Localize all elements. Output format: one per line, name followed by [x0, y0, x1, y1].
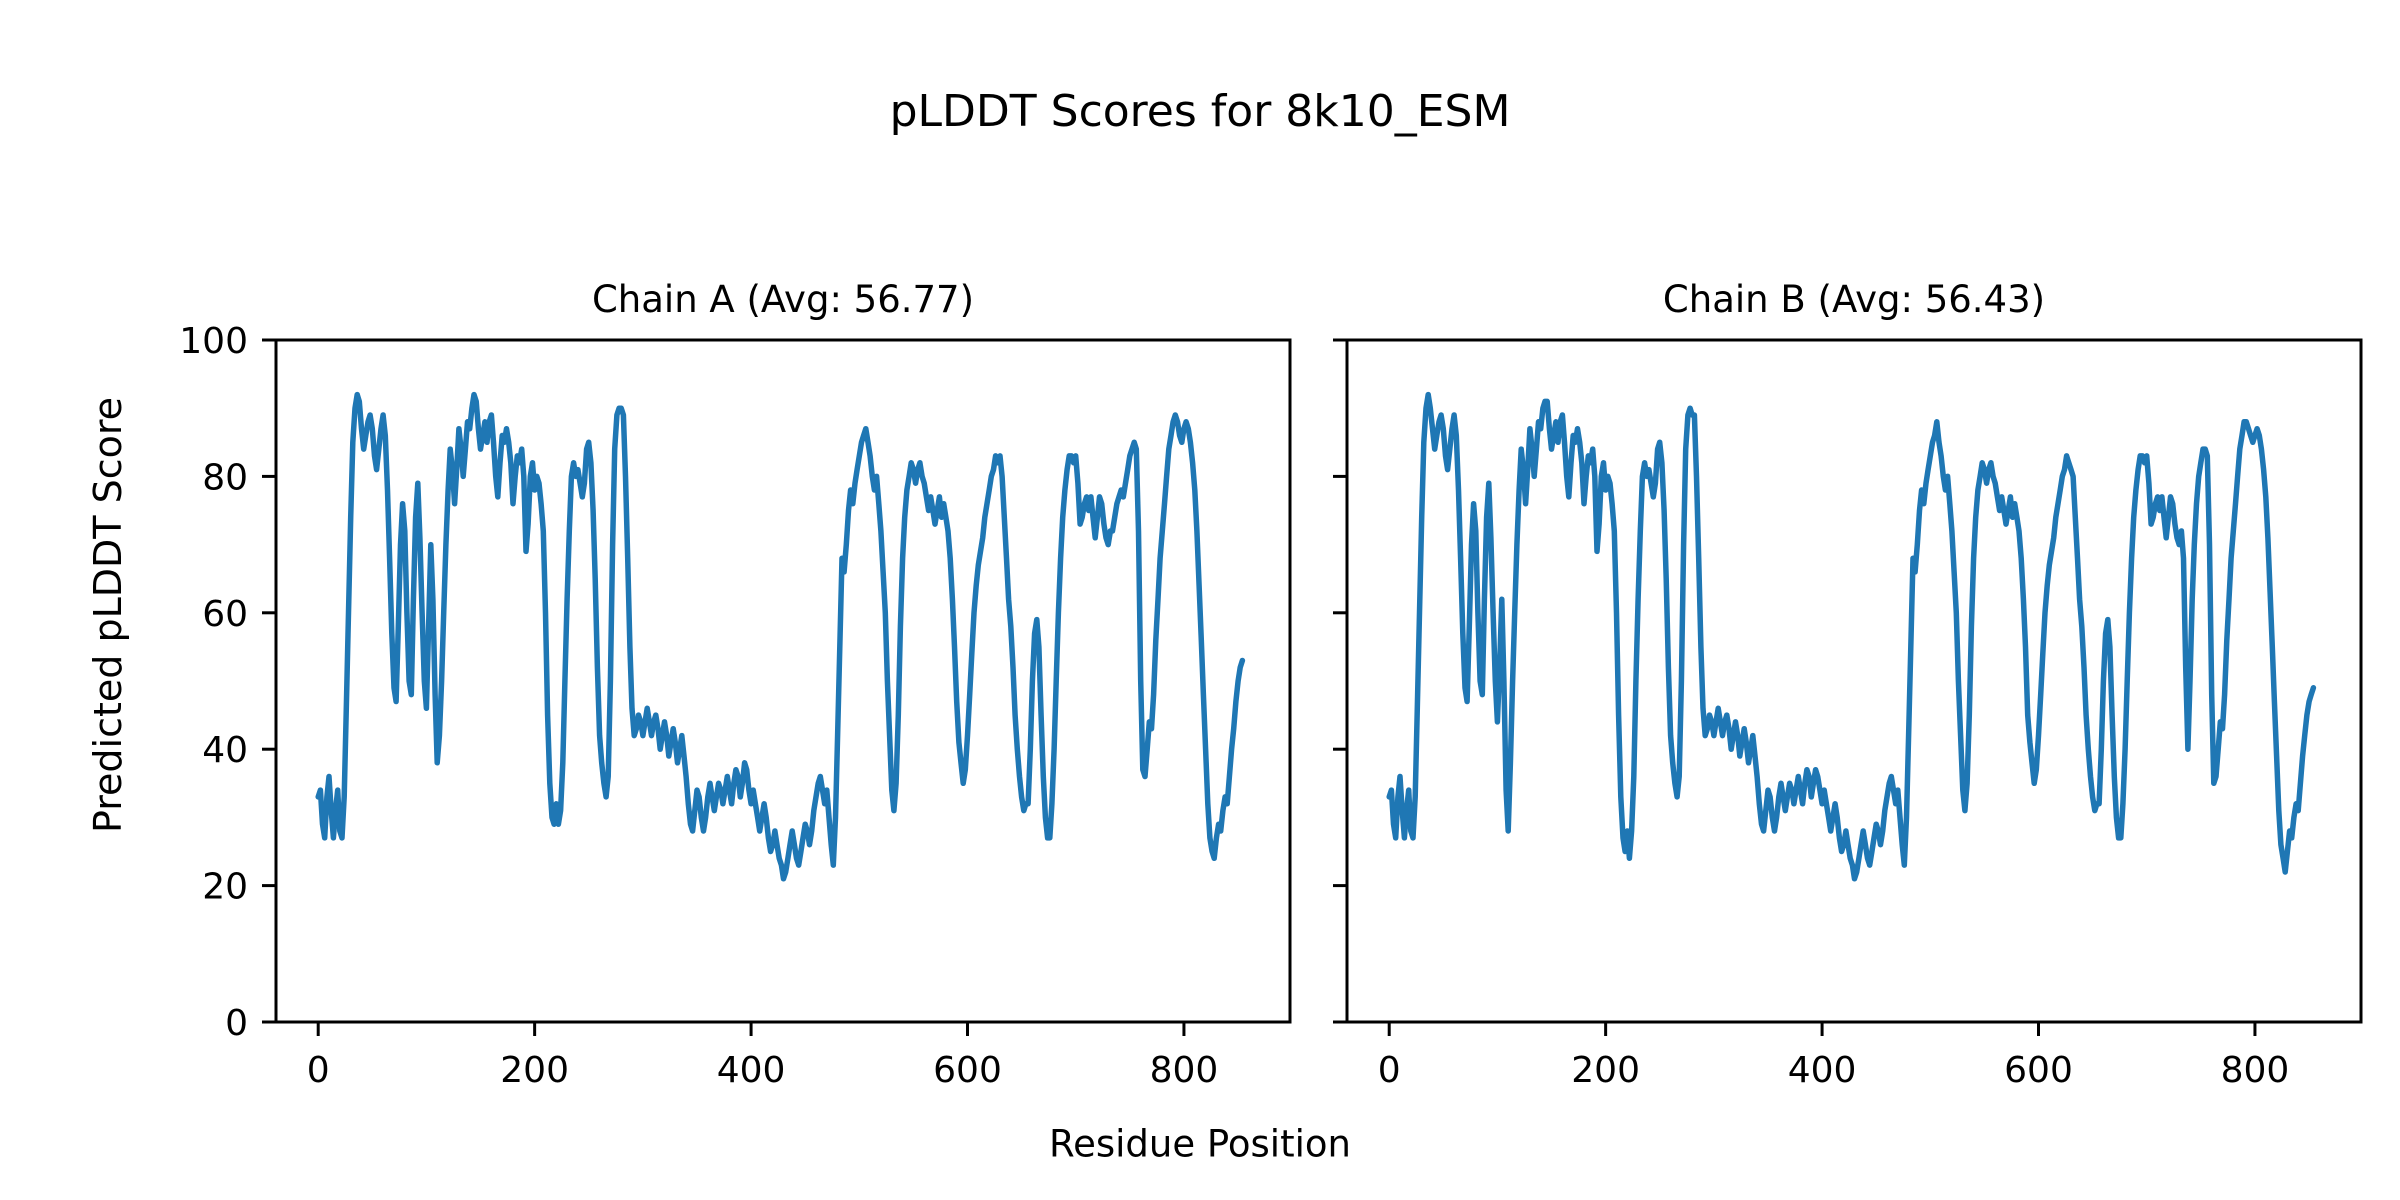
- chain-a-y-tick-label: 20: [202, 867, 248, 908]
- chain-b-x-tick-label: 600: [2004, 1050, 2073, 1091]
- chain-b-x-tick-label: 200: [1571, 1050, 1640, 1091]
- chain-b-plot: 0 200 400 600 800: [1333, 338, 2363, 1091]
- chain-a-plot: 0 200 400 600 800 0 20 40 60 80 100: [179, 321, 1292, 1091]
- chain-a-x-tick-label: 400: [717, 1050, 786, 1091]
- chain-a-x-tick-label: 200: [500, 1050, 569, 1091]
- y-axis-label: Predicted pLDDT Score: [86, 397, 130, 833]
- chain-b-x-tick-label: 400: [1788, 1050, 1857, 1091]
- chain-b-axes-spines: [1345, 338, 2363, 1024]
- figure-title: pLDDT Scores for 8k10_ESM: [889, 86, 1511, 137]
- chain-a-y-tick-label: 80: [202, 457, 248, 498]
- chain-a-x-tick-label: 600: [933, 1050, 1002, 1091]
- chain-b-title: Chain B (Avg: 56.43): [1662, 278, 2046, 321]
- chain-b-x-tick-label: 0: [1378, 1050, 1401, 1091]
- chain-a-title: Chain A (Avg: 56.77): [591, 278, 975, 321]
- chain-a-x-tick-label: 800: [1150, 1050, 1219, 1091]
- plddt-line-chain-a: [315, 391, 1246, 882]
- chain-a-y-tick-label: 100: [179, 321, 248, 362]
- chain-a-axes-spines: [274, 338, 1292, 1024]
- chain-a-y-tick-label: 60: [202, 594, 248, 635]
- chain-a-y-tick-label: 40: [202, 730, 248, 771]
- plddt-line-chain-b: [1386, 391, 2317, 882]
- chain-a-y-tick-label: 0: [225, 1003, 248, 1044]
- chain-b-x-tick-label: 800: [2221, 1050, 2290, 1091]
- x-axis-label: Residue Position: [1049, 1122, 1351, 1166]
- chain-a-x-tick-label: 0: [307, 1050, 330, 1091]
